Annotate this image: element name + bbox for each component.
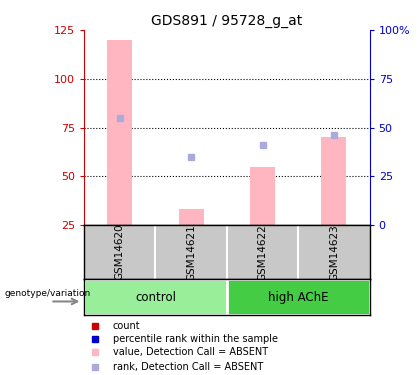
Text: control: control — [135, 291, 176, 304]
Text: genotype/variation: genotype/variation — [4, 290, 90, 298]
Text: rank, Detection Call = ABSENT: rank, Detection Call = ABSENT — [113, 362, 263, 372]
Text: GSM14621: GSM14621 — [186, 224, 196, 280]
Text: high AChE: high AChE — [268, 291, 328, 304]
Bar — [84, 279, 227, 315]
Text: percentile rank within the sample: percentile rank within the sample — [113, 334, 278, 344]
Bar — [227, 279, 370, 315]
Text: value, Detection Call = ABSENT: value, Detection Call = ABSENT — [113, 347, 268, 357]
Text: GSM14622: GSM14622 — [257, 224, 268, 280]
Bar — [107, 40, 132, 225]
Text: count: count — [113, 321, 140, 331]
Bar — [250, 166, 275, 225]
Text: GSM14620: GSM14620 — [115, 224, 125, 280]
Text: GSM14623: GSM14623 — [329, 224, 339, 280]
Bar — [321, 137, 346, 225]
Bar — [178, 209, 204, 225]
Title: GDS891 / 95728_g_at: GDS891 / 95728_g_at — [151, 13, 302, 28]
